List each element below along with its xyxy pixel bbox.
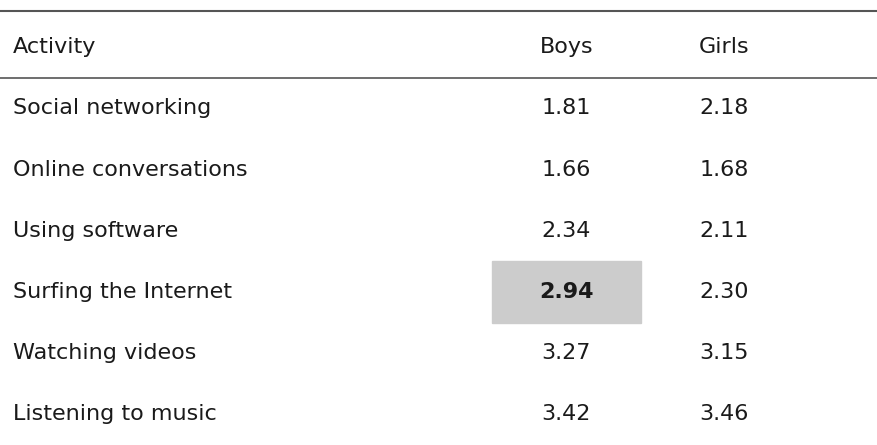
- Text: 1.66: 1.66: [541, 160, 590, 180]
- Text: 2.11: 2.11: [699, 221, 748, 241]
- Text: Activity: Activity: [13, 37, 96, 57]
- Text: 2.30: 2.30: [699, 282, 748, 302]
- Text: 1.81: 1.81: [541, 98, 590, 118]
- Text: 1.68: 1.68: [699, 160, 748, 180]
- Text: 2.94: 2.94: [538, 282, 593, 302]
- Text: 2.18: 2.18: [699, 98, 748, 118]
- Text: Surfing the Internet: Surfing the Internet: [13, 282, 232, 302]
- FancyBboxPatch shape: [491, 262, 640, 323]
- Text: Using software: Using software: [13, 221, 178, 241]
- Text: 3.27: 3.27: [541, 343, 590, 363]
- Text: Watching videos: Watching videos: [13, 343, 196, 363]
- Text: 3.15: 3.15: [699, 343, 748, 363]
- Text: 2.34: 2.34: [541, 221, 590, 241]
- Text: 3.42: 3.42: [541, 405, 590, 425]
- Text: Girls: Girls: [698, 37, 749, 57]
- Text: Listening to music: Listening to music: [13, 405, 217, 425]
- Text: Boys: Boys: [538, 37, 593, 57]
- Text: Online conversations: Online conversations: [13, 160, 247, 180]
- Text: 3.46: 3.46: [699, 405, 748, 425]
- Text: Social networking: Social networking: [13, 98, 211, 118]
